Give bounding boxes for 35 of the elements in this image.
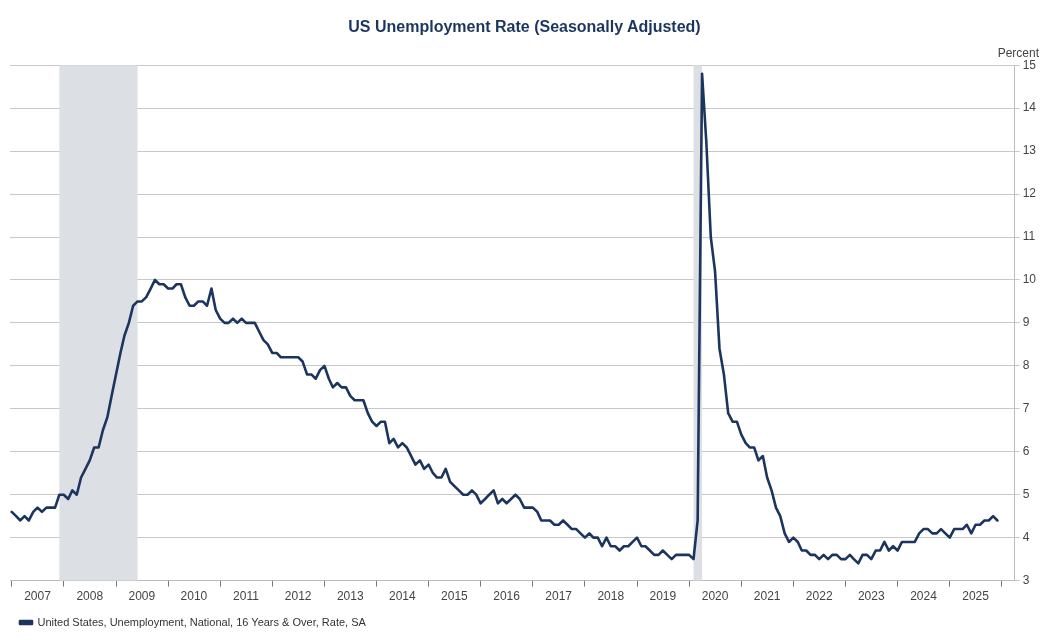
x-tick-label: 2012 [284, 589, 312, 604]
x-tick-label: 2014 [388, 589, 416, 604]
x-tick-label: 2023 [857, 589, 885, 604]
x-tick-label: 2022 [805, 589, 833, 604]
x-tick-label: 2019 [649, 589, 677, 604]
chart-title: US Unemployment Rate (Seasonally Adjusted) [348, 18, 701, 36]
y-tick-label: 13 [1022, 143, 1037, 158]
y-tick-label: 9 [1022, 315, 1030, 330]
legend-label: United States, Unemployment, National, 16 Years & Over, Rate, SA [37, 615, 367, 628]
y-tick-label: 8 [1022, 358, 1030, 373]
x-tick-label: 2024 [910, 589, 938, 604]
x-tick-label: 2017 [545, 589, 573, 604]
x-tick-label: 2013 [336, 589, 364, 604]
x-tick-label: 2007 [24, 589, 52, 604]
y-tick-label: 11 [1022, 229, 1036, 244]
x-tick-label: 2016 [493, 589, 521, 604]
x-tick-label: 2021 [753, 589, 781, 604]
x-tick-label: 2009 [128, 589, 156, 604]
x-tick-label: 2015 [441, 589, 469, 604]
y-tick-label: 4 [1022, 529, 1030, 544]
y-tick-label: 15 [1022, 57, 1037, 72]
x-tick-label: 2010 [180, 589, 208, 604]
y-tick-label: 7 [1022, 401, 1030, 416]
y-tick-label: 10 [1022, 272, 1037, 287]
x-tick-label: 2018 [597, 589, 625, 604]
y-axis-title: Percent [997, 45, 1040, 60]
y-tick-label: 12 [1022, 186, 1037, 201]
x-tick-label: 2025 [962, 589, 990, 604]
y-tick-label: 3 [1022, 572, 1030, 587]
y-tick-label: 14 [1022, 100, 1037, 115]
x-tick-label: 2011 [233, 589, 260, 604]
x-tick-label: 2020 [701, 589, 729, 604]
y-tick-label: 6 [1022, 444, 1030, 459]
x-tick-label: 2008 [76, 589, 104, 604]
y-tick-label: 5 [1022, 487, 1030, 502]
